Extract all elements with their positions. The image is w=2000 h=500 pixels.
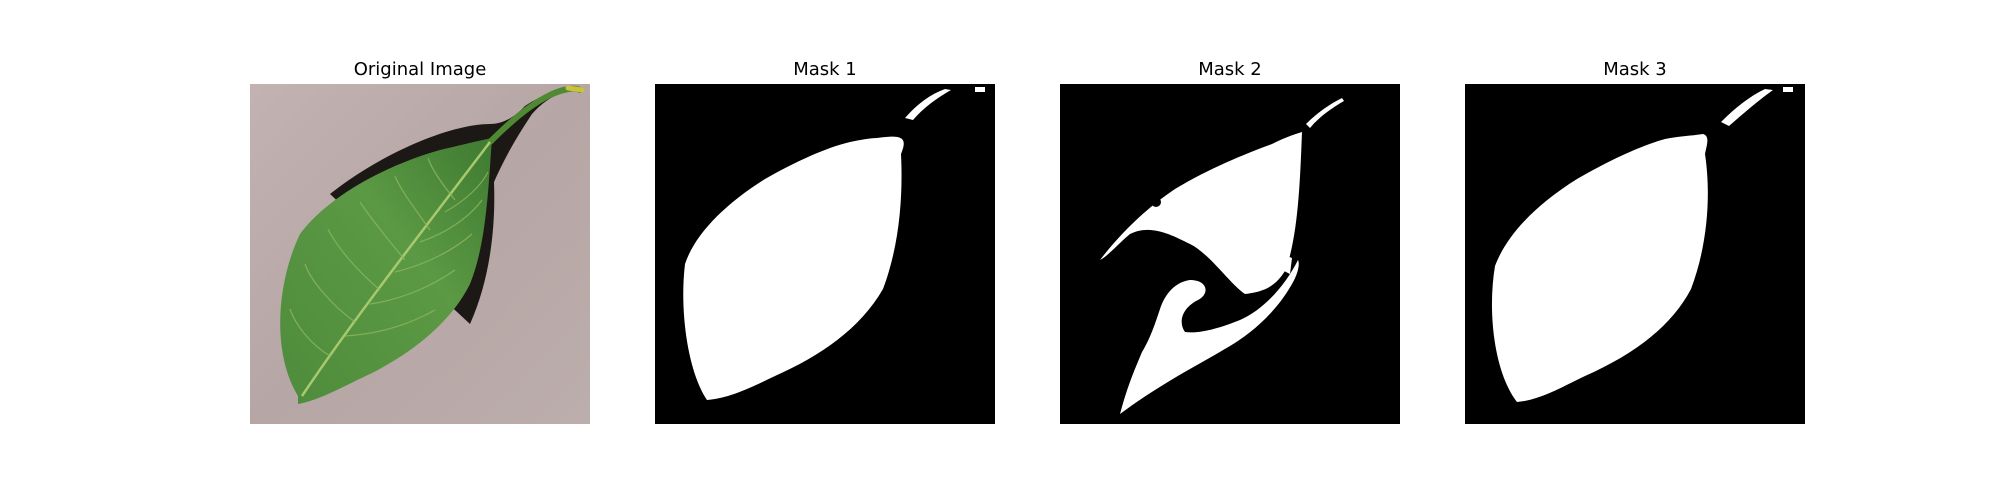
panel-original: Original Image xyxy=(250,56,590,424)
leaf-veins xyxy=(289,157,489,357)
mask2-stem-region xyxy=(1306,98,1344,128)
mask3-speck xyxy=(1783,87,1793,92)
leaf-body xyxy=(280,138,492,404)
panel-mask3: Mask 3 xyxy=(1465,56,1805,424)
mask3-stem-region xyxy=(1721,89,1773,126)
mask2-edge-fragment xyxy=(1282,254,1292,274)
panel-mask2: Mask 2 xyxy=(1060,56,1400,424)
leaf-midrib xyxy=(300,141,491,397)
stem-tip xyxy=(565,85,585,93)
mask2-lower-region xyxy=(1120,260,1299,414)
mask1-stem-region xyxy=(905,89,951,120)
mask2-upper-region xyxy=(1100,132,1302,294)
panel-title-mask2: Mask 2 xyxy=(1198,59,1262,80)
mask3-leaf-region xyxy=(1491,134,1708,402)
mask1-leaf-region xyxy=(683,136,904,401)
mask1-speck xyxy=(975,87,985,92)
mask2-image xyxy=(1060,84,1400,424)
panel-title-original: Original Image xyxy=(353,59,487,80)
panel-title-mask3: Mask 3 xyxy=(1603,59,1667,80)
panel-mask1: Mask 1 xyxy=(655,56,995,424)
mask1-image xyxy=(655,84,995,424)
mask3-image xyxy=(1465,84,1805,424)
original-leaf-image xyxy=(250,84,590,424)
mask2-holes xyxy=(1116,197,1166,285)
panel-title-mask1: Mask 1 xyxy=(793,59,857,80)
